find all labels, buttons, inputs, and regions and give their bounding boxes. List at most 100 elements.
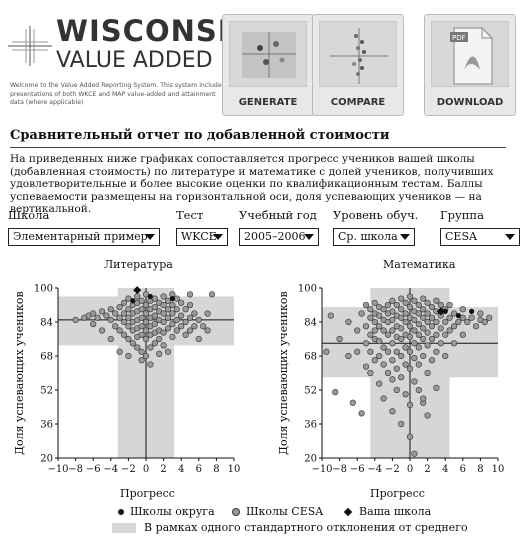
cesa-point: [164, 314, 172, 321]
cesa-point: [164, 325, 172, 332]
cesa-point: [446, 327, 453, 334]
generate-label: GENERATE: [238, 97, 298, 108]
wisconsin-logo: WISCONSIN VALUE ADDED: [8, 14, 254, 76]
cesa-point: [367, 331, 374, 338]
cesa-point: [142, 301, 150, 309]
level-select[interactable]: Ср. школа: [333, 228, 415, 246]
cesa-point: [406, 401, 414, 408]
cesa-point: [120, 331, 128, 338]
cesa-point: [380, 344, 387, 351]
cesa-point: [358, 310, 365, 317]
cesa-point: [446, 314, 453, 321]
cesa-point: [371, 357, 378, 364]
cesa-point: [200, 323, 207, 330]
cesa-point: [459, 331, 466, 338]
cesa-point: [160, 293, 167, 300]
chart-title-math: Математика: [383, 258, 456, 271]
cesa-point: [142, 352, 150, 360]
cesa-point: [384, 348, 392, 355]
download-button[interactable]: PDF DOWNLOAD: [424, 14, 516, 116]
cesa-point: [160, 301, 167, 309]
cesa-point: [411, 297, 418, 304]
cesa-point: [107, 335, 114, 343]
year-select[interactable]: 2005–2006: [239, 228, 319, 246]
y-tick-label: 68: [304, 352, 317, 363]
group-select[interactable]: CESA: [440, 228, 520, 246]
cesa-point: [411, 316, 418, 323]
chart-xlabel-literature: Прогресс: [120, 487, 175, 500]
cesa-point: [398, 314, 405, 321]
x-tick-label: 6: [196, 464, 202, 475]
level-select-value: Ср. школа: [338, 230, 398, 243]
cesa-point: [424, 299, 431, 306]
cesa-point: [402, 318, 409, 326]
cesa-point: [437, 301, 444, 309]
cesa-point: [90, 310, 97, 317]
cesa-point: [481, 318, 488, 326]
chart-literature: 20 36 52 68 84 100 −10 −8 −6 −4 −2 0 2 4 6 8 10: [34, 284, 240, 476]
test-select-value: WKCE: [181, 230, 217, 243]
cesa-point: [138, 297, 145, 304]
legend-district-label: Школы округа: [130, 505, 215, 518]
cesa-point: [450, 340, 458, 347]
cesa-point: [173, 327, 180, 334]
cesa-point: [415, 344, 422, 351]
cesa-point: [415, 386, 422, 394]
cesa-point: [186, 301, 194, 309]
cesa-point: [125, 323, 132, 330]
chevron-down-icon: [505, 234, 515, 240]
cesa-point: [125, 314, 132, 321]
cesa-point: [178, 299, 185, 306]
school-select[interactable]: Элементарный пример: [8, 228, 160, 246]
y-tick-label: 20: [40, 454, 53, 465]
cesa-point: [169, 321, 176, 328]
test-select[interactable]: WKCE: [176, 228, 228, 246]
cesa-point: [446, 301, 453, 309]
cesa-point: [384, 331, 392, 338]
cesa-point: [411, 340, 418, 347]
cesa-point: [90, 321, 97, 328]
district-point: [169, 296, 175, 302]
logo-subtitle: VALUE ADDED: [56, 48, 213, 73]
cesa-point: [486, 314, 493, 321]
y-tick-label: 36: [40, 420, 53, 431]
x-tick-label: 8: [477, 464, 483, 475]
district-point: [455, 313, 461, 319]
compare-button[interactable]: COMPARE: [312, 14, 404, 116]
cesa-point: [398, 374, 405, 381]
x-tick-label: 8: [213, 464, 219, 475]
cesa-point: [384, 301, 392, 309]
x-tick-label: −2: [385, 464, 400, 475]
cesa-point: [142, 291, 150, 298]
cesa-point: [437, 340, 444, 347]
cesa-point: [415, 310, 422, 317]
generate-button[interactable]: GENERATE: [222, 14, 314, 116]
cesa-point: [208, 291, 216, 298]
scatter-plot-icon: [229, 21, 307, 87]
x-tick-label: 4: [178, 464, 184, 475]
cesa-point: [134, 293, 141, 300]
cesa-point: [354, 348, 361, 355]
cesa-point: [358, 410, 365, 417]
cesa-point: [459, 314, 466, 321]
cesa-point: [424, 412, 431, 419]
cesa-point: [433, 384, 440, 391]
cesa-point: [160, 318, 167, 326]
compare-plot-icon: [319, 21, 397, 87]
cesa-point: [402, 310, 409, 317]
district-point: [442, 308, 448, 314]
test-label: Тест: [176, 208, 204, 222]
cesa-point: [398, 325, 405, 332]
cesa-point: [380, 395, 387, 402]
cesa-point: [151, 304, 158, 311]
cesa-point: [142, 318, 150, 326]
cesa-point: [178, 323, 185, 330]
cesa-point: [450, 323, 458, 330]
cesa-point: [468, 314, 475, 321]
cesa-point: [389, 340, 396, 347]
cesa-point: [393, 301, 400, 309]
cesa-point: [156, 335, 163, 343]
cesa-point: [173, 306, 180, 313]
cesa-point: [402, 361, 409, 368]
header: WISCONSIN VALUE ADDED Welcome to the Val…: [0, 0, 531, 122]
